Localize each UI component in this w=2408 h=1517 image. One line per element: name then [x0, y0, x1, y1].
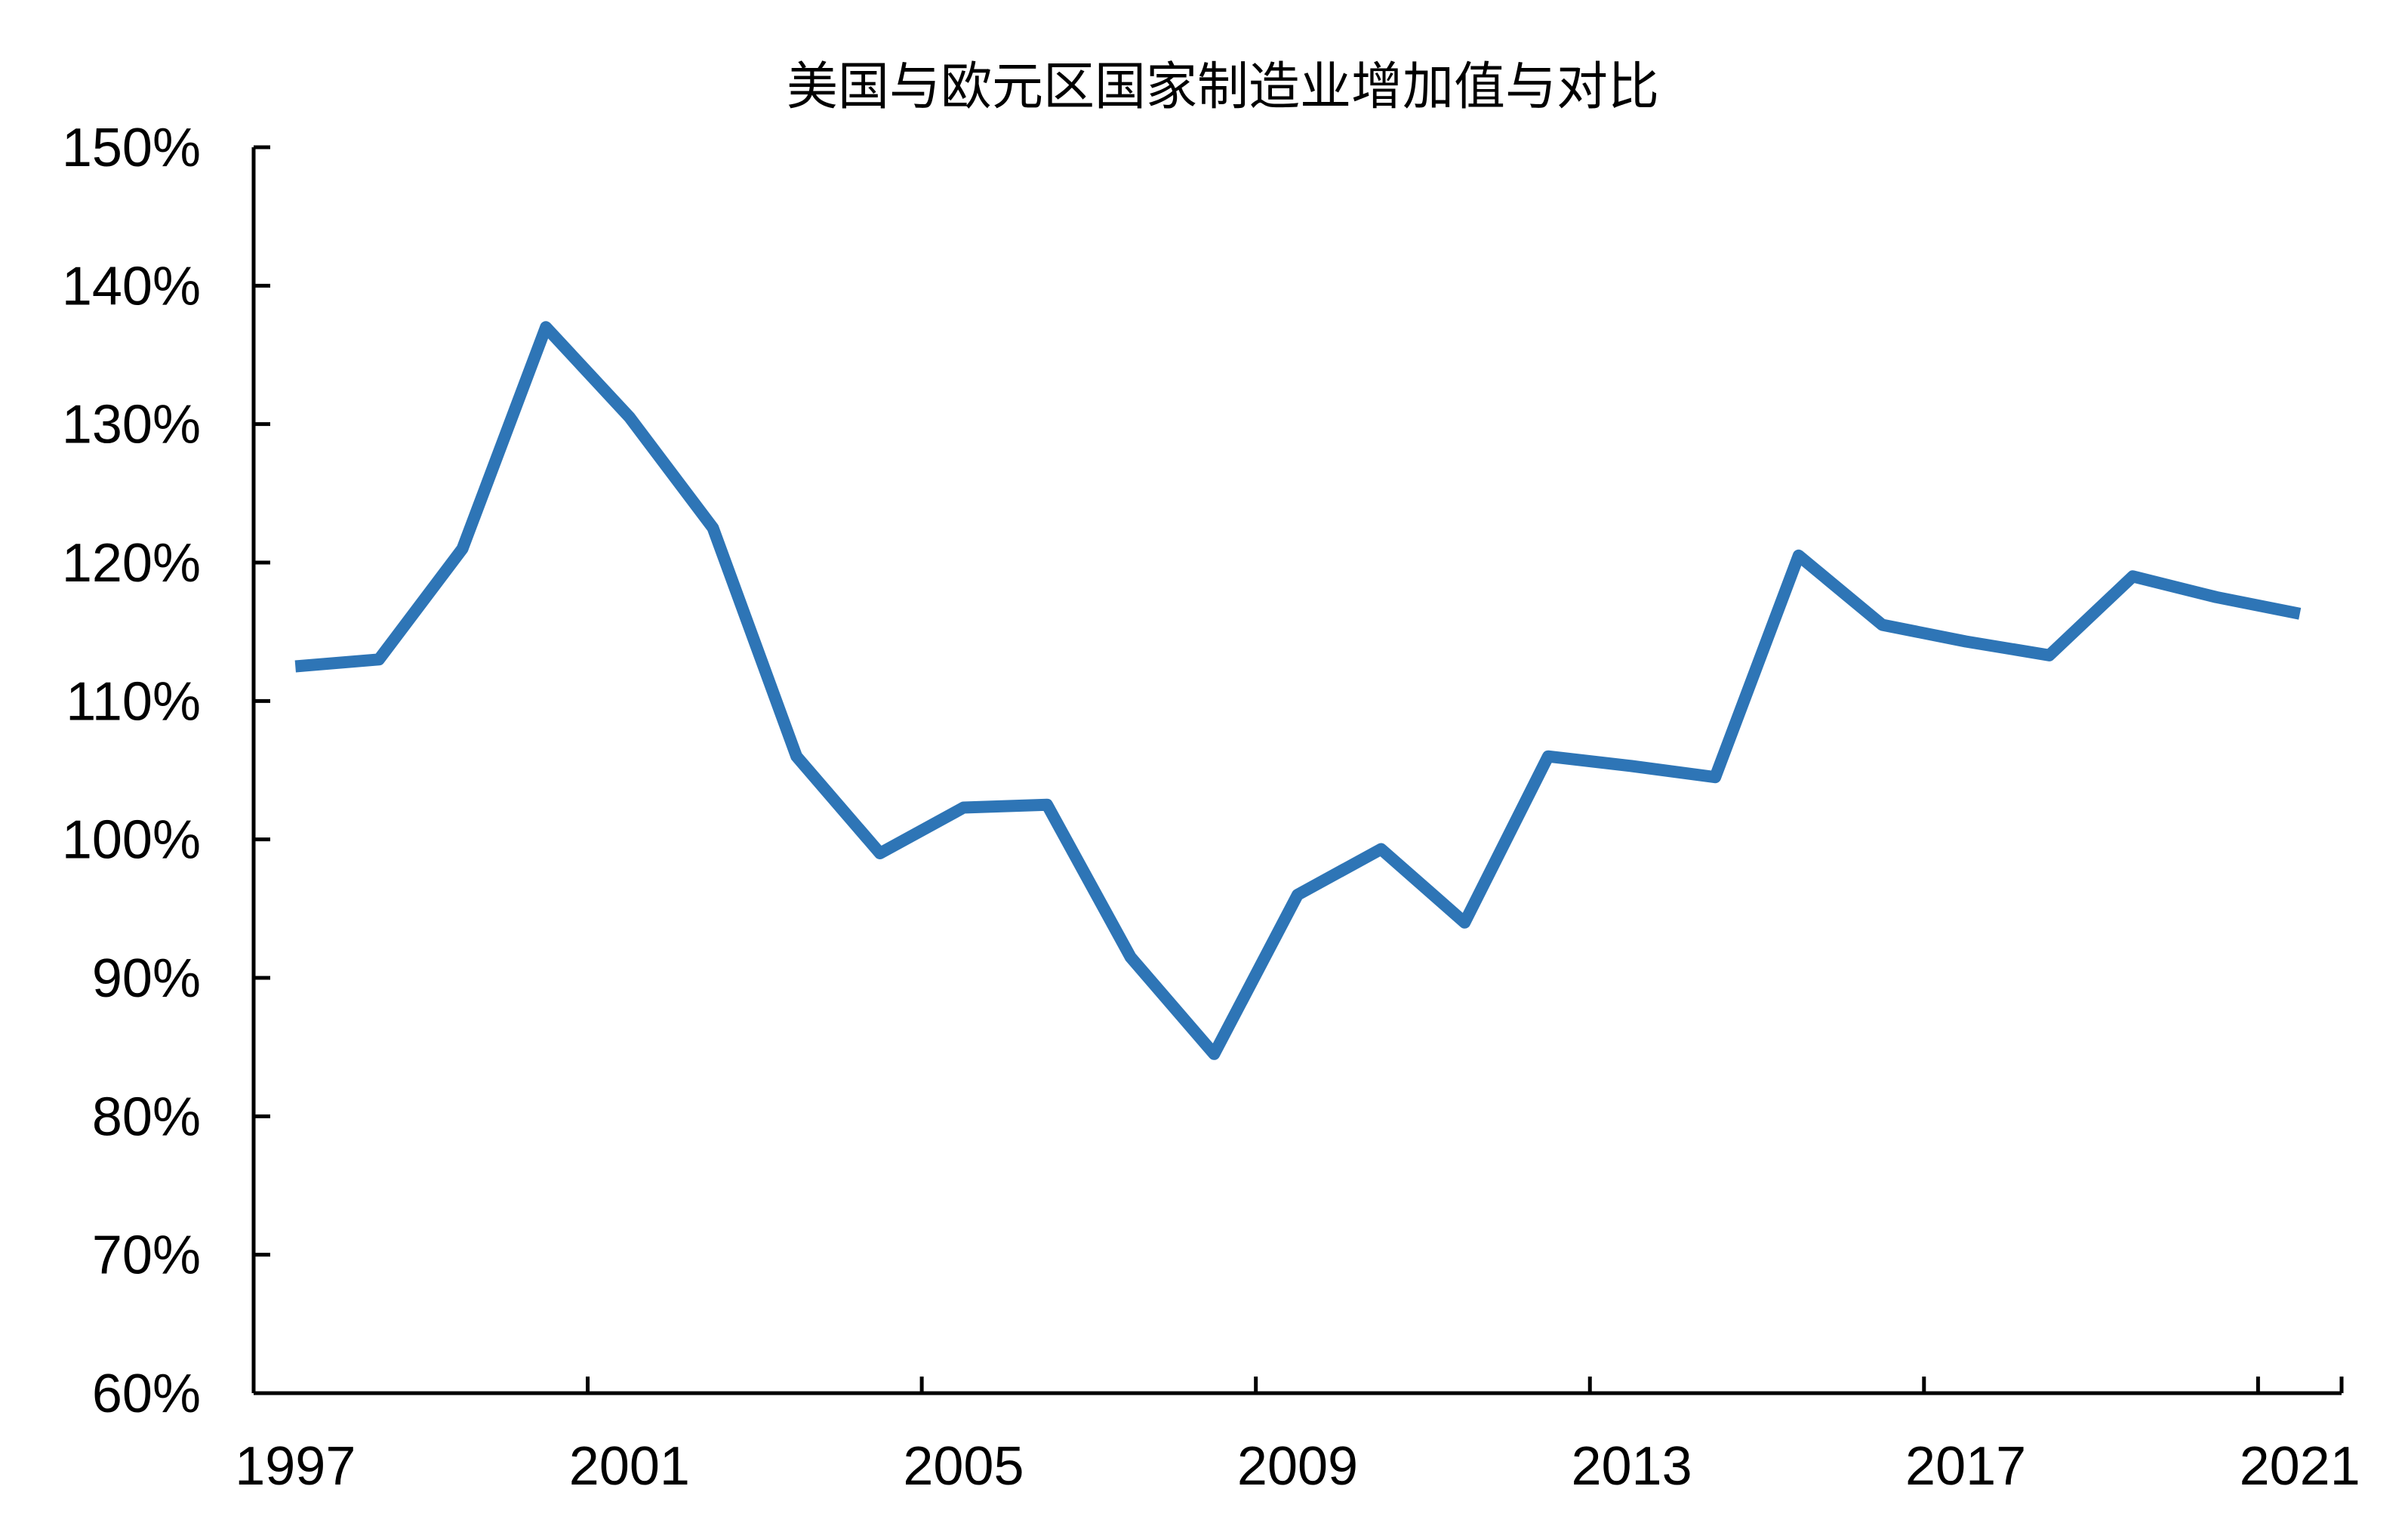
data-point-2018	[2043, 649, 2055, 661]
x-tick-label: 2021	[2240, 1436, 2360, 1497]
x-tick-label: 2017	[1905, 1436, 2026, 1497]
data-point-2013	[1626, 760, 1638, 772]
data-point-2009	[1292, 889, 1304, 901]
x-axis: 1997 2001 2005 2009 2013 2017 2021	[235, 1377, 2360, 1497]
data-point-2003	[790, 751, 802, 763]
data-point-1999	[457, 543, 469, 555]
y-tick-label: 70%	[92, 1226, 201, 1286]
data-point-2004	[874, 847, 886, 859]
data-point-2011	[1458, 917, 1470, 929]
chart-title: 美国与欧元区国家制造业增加值与对比	[787, 57, 1659, 117]
data-point-1998	[373, 653, 385, 665]
data-point-2015	[1793, 550, 1805, 562]
x-tick-label: 2013	[1571, 1436, 1692, 1497]
data-point-2019	[2126, 570, 2139, 582]
data-point-2002	[707, 522, 719, 534]
x-tick-label: 2005	[903, 1436, 1024, 1497]
data-point-2006	[1041, 799, 1053, 811]
data-point-2016	[1877, 619, 1889, 631]
y-axis: 60% 70% 80% 90% 100% 110% 120% 130% 140% 150%	[62, 118, 270, 1424]
y-tick-label: 140%	[62, 256, 201, 316]
y-tick-label: 120%	[62, 533, 201, 594]
data-point-2020	[2210, 591, 2222, 603]
series-line	[294, 321, 2302, 1060]
data-point-2017	[1960, 636, 1972, 648]
data-point-2001	[624, 412, 636, 424]
data-point-1997	[289, 661, 301, 673]
y-tick-label: 130%	[62, 395, 201, 455]
data-point-2007	[1125, 951, 1137, 964]
y-tick-label: 80%	[92, 1087, 201, 1147]
y-tick-label: 90%	[92, 948, 201, 1009]
data-point-2005	[957, 802, 969, 814]
data-point-2000	[540, 321, 552, 333]
x-tick-label: 2001	[569, 1436, 690, 1497]
y-tick-label: 60%	[92, 1364, 201, 1424]
data-point-2010	[1375, 843, 1387, 856]
y-tick-label: 110%	[66, 671, 201, 732]
series-layer	[289, 321, 2306, 1060]
x-tick-label: 2009	[1237, 1436, 1358, 1497]
x-tick-label: 1997	[235, 1436, 356, 1497]
data-point-2008	[1208, 1048, 1220, 1060]
data-point-2021	[2294, 608, 2306, 620]
data-point-2012	[1542, 751, 1554, 763]
y-tick-label: 100%	[62, 810, 201, 871]
y-tick-label: 150%	[62, 118, 201, 178]
data-point-2014	[1709, 771, 1721, 783]
